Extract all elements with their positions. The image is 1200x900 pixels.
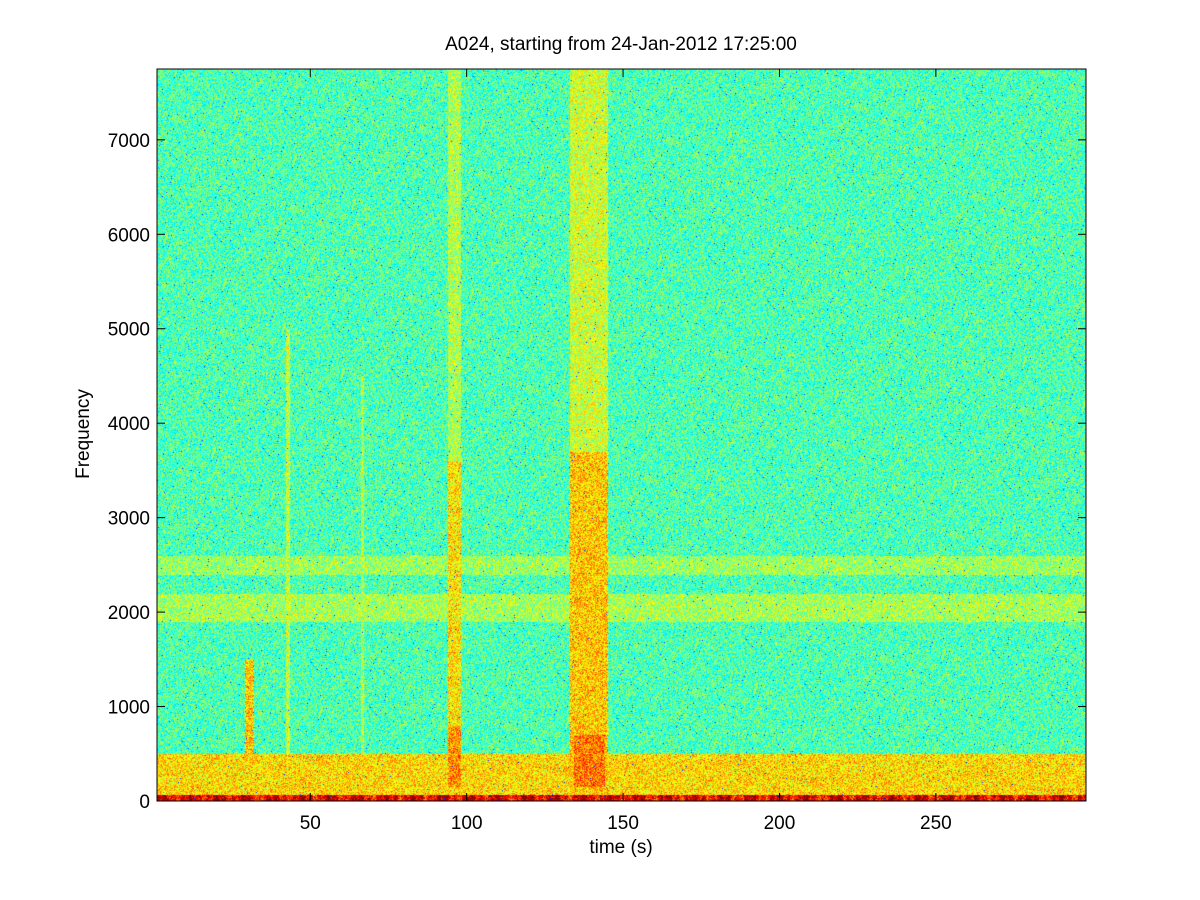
y-tick-label: 5000 bbox=[108, 320, 150, 341]
y-axis-ticks: 0 1000 2000 3000 4000 5000 6000 7000 bbox=[108, 131, 1086, 813]
y-axis-label: Frequency bbox=[73, 389, 94, 479]
y-tick-label: 7000 bbox=[108, 131, 150, 152]
x-tick-label: 200 bbox=[764, 813, 796, 834]
chart-title: A024, starting from 24-Jan-2012 17:25:00 bbox=[445, 34, 797, 55]
x-tick-label: 50 bbox=[300, 813, 321, 834]
y-tick-label: 1000 bbox=[108, 698, 150, 719]
x-axis-ticks: 50 100 150 200 250 bbox=[300, 69, 952, 834]
x-tick-label: 250 bbox=[920, 813, 952, 834]
plot-frame bbox=[156, 68, 1087, 802]
x-axis-label: time (s) bbox=[589, 837, 652, 858]
y-tick-label: 6000 bbox=[108, 225, 150, 246]
y-tick-label: 4000 bbox=[108, 414, 150, 435]
x-tick-label: 150 bbox=[607, 813, 639, 834]
x-tick-label: 100 bbox=[451, 813, 483, 834]
y-tick-label: 2000 bbox=[108, 603, 150, 624]
y-tick-label: 0 bbox=[139, 792, 150, 813]
y-tick-label: 3000 bbox=[108, 509, 150, 530]
spectrogram-heatmap bbox=[157, 69, 1086, 801]
